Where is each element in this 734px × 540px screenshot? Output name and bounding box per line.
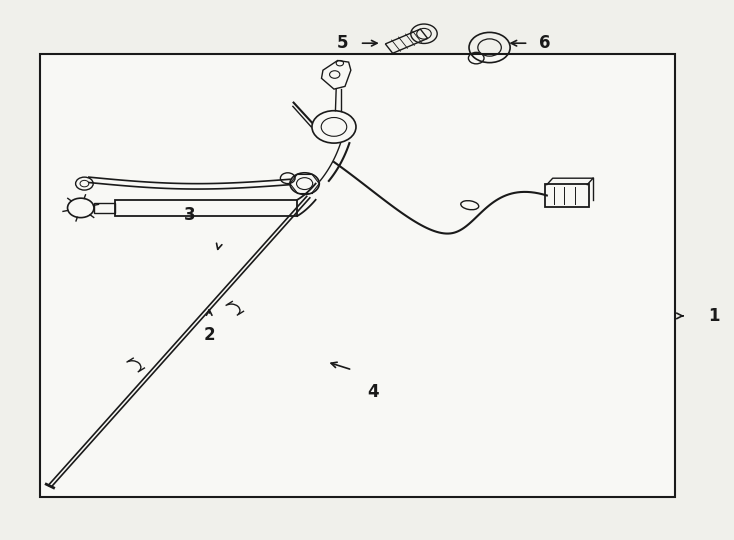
Text: 3: 3 — [184, 206, 195, 224]
Text: 6: 6 — [539, 34, 551, 52]
Text: 2: 2 — [203, 326, 215, 343]
Text: 1: 1 — [708, 307, 720, 325]
Text: 4: 4 — [367, 383, 379, 401]
Bar — [94, 203, 115, 213]
Bar — [115, 200, 297, 216]
Bar — [40, 54, 675, 497]
Text: 5: 5 — [337, 34, 349, 52]
